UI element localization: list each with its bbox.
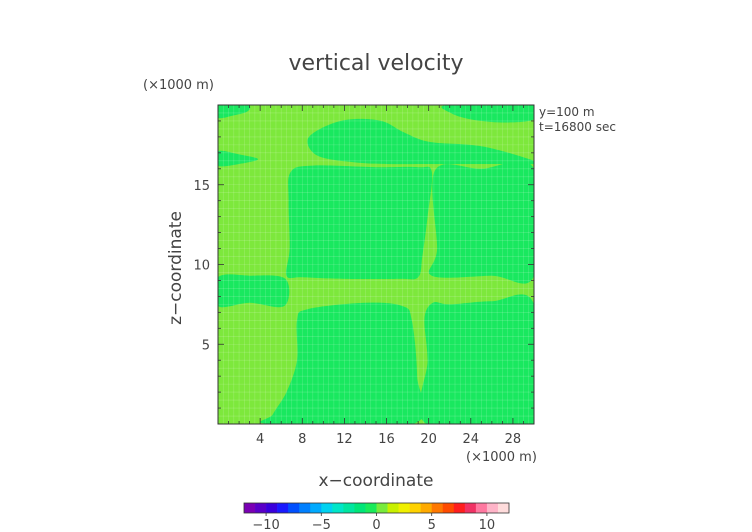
- colorbar-swatch: [497, 503, 510, 513]
- colorbar-swatch: [442, 503, 455, 513]
- contour-regions: [218, 105, 534, 424]
- colorbar-swatch: [365, 503, 377, 513]
- contour-region: [218, 105, 251, 119]
- colorbar: −10 −5 0 5 10: [243, 502, 510, 532]
- contour-region: [218, 150, 258, 167]
- contour-region: [428, 160, 534, 284]
- colorbar-tick-label: −10: [252, 518, 279, 532]
- colorbar-swatch: [255, 503, 267, 513]
- contour-region: [307, 118, 534, 165]
- colorbar-swatch: [244, 503, 256, 513]
- colorbar-swatch: [277, 503, 289, 513]
- colorbar-swatch: [288, 503, 300, 513]
- x-axis-label: x−coordinate: [319, 471, 434, 491]
- colorbar-swatch: [486, 503, 499, 513]
- x-tick-label: 16: [378, 432, 395, 447]
- colorbar-tick-label: 0: [372, 518, 380, 532]
- colorbar-tick-label: −5: [312, 518, 331, 532]
- x-unit-label: (×1000 m): [466, 450, 537, 465]
- chart-title: vertical velocity: [288, 51, 463, 76]
- colorbar-swatch: [464, 503, 477, 513]
- colorbar-swatch: [376, 503, 388, 513]
- x-tick-label: 24: [463, 432, 480, 447]
- colorbar-swatch: [354, 503, 366, 513]
- y-tick-label: 10: [193, 259, 210, 274]
- colorbar-swatch: [387, 503, 399, 513]
- annotations: y=100 mt=16800 sec: [539, 105, 616, 134]
- colorbar-swatch: [343, 503, 355, 513]
- colorbar-swatch: [398, 503, 410, 513]
- colorbar-swatch: [475, 503, 488, 513]
- colorbar-swatch: [310, 503, 322, 513]
- colorbar-swatch: [332, 503, 344, 513]
- colorbar-swatch: [409, 503, 421, 513]
- x-tick-label: 8: [298, 432, 306, 447]
- x-tick-label: 20: [420, 432, 437, 447]
- contour-region: [218, 274, 290, 308]
- contour-region: [285, 165, 433, 280]
- y-axis: 5 10 15: [193, 120, 534, 409]
- grid-overlay: [218, 105, 534, 424]
- colorbar-swatch: [321, 503, 333, 513]
- contour-region: [260, 302, 425, 424]
- colorbar-swatch: [420, 503, 433, 513]
- x-tick-label: 4: [256, 432, 264, 447]
- contour-region: [419, 294, 534, 424]
- colorbar-tick-label: 10: [479, 518, 496, 532]
- x-axis: 4 8 12 16 20 24 28: [228, 105, 524, 447]
- y-tick-label: 15: [193, 179, 210, 194]
- y-unit-label: (×1000 m): [143, 78, 214, 93]
- annotation-text: y=100 m: [539, 105, 595, 119]
- contour-region: [441, 105, 534, 123]
- y-tick-label: 5: [202, 338, 210, 353]
- colorbar-swatch: [299, 503, 311, 513]
- x-tick-label: 28: [505, 432, 522, 447]
- colorbar-swatch: [431, 503, 444, 513]
- x-tick-label: 12: [336, 432, 353, 447]
- colorbar-tick-label: 5: [428, 518, 436, 532]
- colorbar-swatch: [266, 503, 278, 513]
- annotation-text: t=16800 sec: [539, 120, 616, 134]
- y-axis-label: z−coordinate: [166, 211, 186, 325]
- colorbar-swatch: [453, 503, 466, 513]
